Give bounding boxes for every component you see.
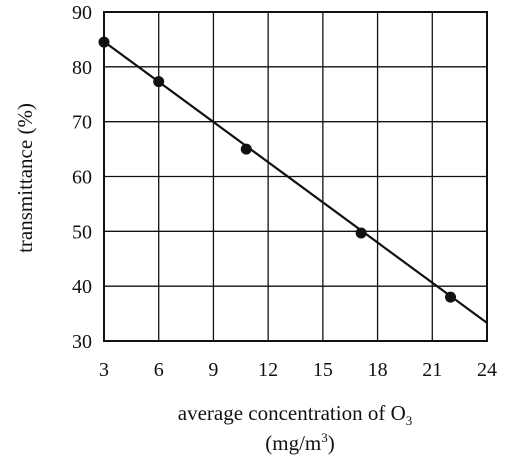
x-axis-title: average concentration of O3 xyxy=(178,401,412,428)
fit-line xyxy=(103,40,488,324)
x-tick-label: 15 xyxy=(313,359,333,381)
y-tick-label: 50 xyxy=(72,221,92,243)
x-tick-labels: 3 6 9 12 15 18 21 24 xyxy=(99,359,497,381)
grid xyxy=(103,11,488,342)
data-point xyxy=(445,291,457,303)
x-tick-label: 21 xyxy=(422,359,442,381)
data-point xyxy=(240,143,252,155)
data-point xyxy=(355,227,367,239)
y-tick-labels: 30 40 50 60 70 80 90 xyxy=(72,2,92,353)
x-axis-unit: (mg/m3) xyxy=(265,430,335,455)
x-tick-label: 18 xyxy=(368,359,388,381)
x-tick-label: 9 xyxy=(208,359,218,381)
y-axis-title: transmittance (%) xyxy=(13,103,37,253)
x-tick-label: 24 xyxy=(477,359,497,381)
data-point xyxy=(98,36,110,48)
x-tick-label: 3 xyxy=(99,359,109,381)
x-axis-title-subscript: 3 xyxy=(406,413,413,428)
data-points xyxy=(98,36,457,303)
x-axis-unit-open: (mg/m xyxy=(265,431,321,455)
x-tick-label: 6 xyxy=(154,359,164,381)
x-axis-title-text: average concentration of O xyxy=(178,401,406,425)
x-axis-unit-close: ) xyxy=(328,431,335,455)
y-tick-label: 90 xyxy=(72,2,92,24)
y-tick-label: 40 xyxy=(72,276,92,298)
y-tick-label: 70 xyxy=(72,112,92,134)
y-tick-label: 60 xyxy=(72,167,92,189)
y-tick-label: 30 xyxy=(72,331,92,353)
data-point xyxy=(153,76,165,88)
y-tick-label: 80 xyxy=(72,57,92,79)
x-tick-label: 12 xyxy=(258,359,278,381)
plot-frame xyxy=(103,11,488,342)
x-axis-unit-superscript: 3 xyxy=(321,430,328,445)
